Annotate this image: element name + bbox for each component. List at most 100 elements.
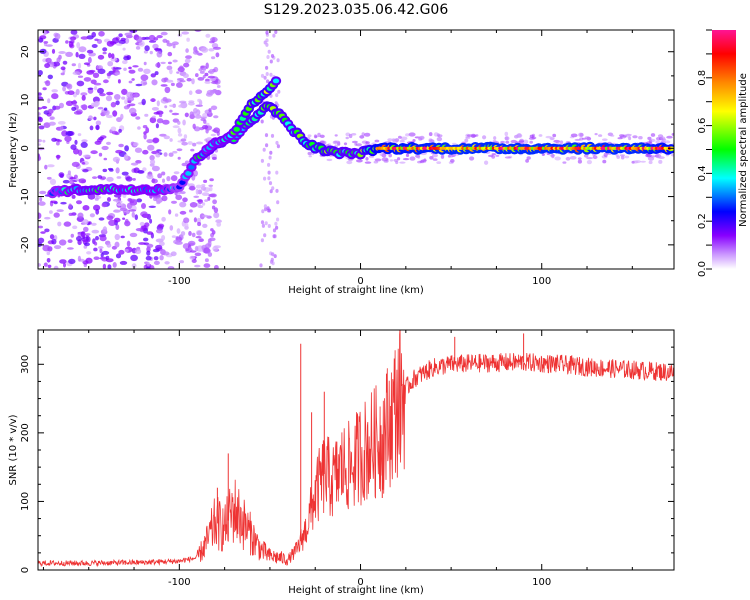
spectrogram-noise-blob bbox=[80, 92, 88, 96]
spectrogram-noise-blob bbox=[211, 81, 219, 85]
spectrogram-noise-blob bbox=[264, 207, 268, 212]
spectrogram-noise-blob bbox=[189, 111, 194, 117]
spectrogram-noise-blob bbox=[194, 114, 202, 119]
spectrogram-noise-blob bbox=[53, 212, 60, 218]
spectrogram-noise-blob bbox=[102, 47, 108, 52]
spectrogram-noise-blob bbox=[204, 199, 209, 202]
spectrogram-noise-blob bbox=[259, 263, 263, 268]
spectrogram-noise-blob bbox=[212, 156, 217, 160]
spectrogram-noise-blob bbox=[373, 160, 379, 164]
spectrogram-noise-blob bbox=[59, 102, 64, 109]
spectrogram-noise-blob bbox=[147, 144, 155, 151]
spectrogram-noise-blob bbox=[355, 143, 362, 147]
spectrogram-noise-blob bbox=[101, 250, 110, 255]
spectrogram-noise-blob bbox=[161, 77, 168, 83]
spectrogram-noise-blob bbox=[190, 148, 195, 152]
spectrogram-noise-blob bbox=[80, 104, 85, 109]
spectrogram-noise-blob bbox=[96, 65, 102, 70]
spectrogram-noise-blob bbox=[111, 53, 115, 59]
spectrogram-branch-blob bbox=[272, 78, 280, 84]
spectrogram-noise-blob bbox=[176, 148, 183, 152]
spectrogram-noise-blob bbox=[58, 172, 65, 178]
spectrogram-noise-blob bbox=[136, 36, 143, 43]
spectrogram-noise-blob bbox=[72, 71, 81, 76]
spectrogram-noise-blob bbox=[119, 260, 128, 265]
spectrogram-noise-blob bbox=[78, 178, 87, 184]
spectrogram-noise-blob bbox=[169, 109, 173, 113]
spectrogram-noise-blob bbox=[212, 245, 219, 252]
spectrogram-noise-blob bbox=[135, 83, 143, 87]
spectrogram-noise-blob bbox=[38, 201, 46, 206]
spectrogram-noise-blob bbox=[145, 127, 150, 134]
spectrogram-noise-blob bbox=[56, 141, 60, 146]
spectrogram-noise-blob bbox=[183, 62, 190, 68]
spectrogram-noise-blob bbox=[156, 228, 163, 234]
spectrogram-noise-blob bbox=[201, 192, 210, 197]
spectrogram-noise-blob bbox=[51, 93, 59, 100]
spectrogram-noise-blob bbox=[671, 133, 674, 136]
spectrogram-noise-blob bbox=[172, 59, 178, 63]
spectrogram-noise-blob bbox=[332, 140, 338, 145]
spectrogram-noise-blob bbox=[38, 154, 41, 161]
spectrogram-noise-blob bbox=[265, 30, 269, 35]
spectrogram-noise-blob bbox=[177, 156, 181, 160]
spectrogram-noise-blob bbox=[106, 40, 115, 47]
spectrogram-noise-blob bbox=[195, 73, 199, 78]
spectrogram-noise-blob bbox=[364, 132, 371, 137]
spectrogram-noise-blob bbox=[90, 150, 98, 155]
spectrogram-noise-blob bbox=[113, 217, 121, 223]
spectrogram-noise-blob bbox=[179, 210, 187, 215]
spectrogram-noise-blob bbox=[81, 139, 88, 143]
spectrogram-noise-blob bbox=[195, 236, 202, 239]
spectrogram-noise-blob bbox=[191, 78, 195, 85]
spectrogram-noise-blob bbox=[617, 137, 623, 140]
spectrogram-ridge-blob bbox=[188, 164, 195, 170]
colorbar-label: Normalized spectral amplitude bbox=[738, 73, 749, 227]
spectrogram-noise-blob bbox=[191, 232, 196, 238]
spectrogram-noise-blob bbox=[160, 31, 168, 36]
spectrogram-noise-blob bbox=[466, 134, 474, 138]
spectrogram-noise-blob bbox=[209, 186, 213, 192]
spectrogram-noise-blob bbox=[172, 44, 176, 49]
spectrogram-noise-blob bbox=[182, 119, 186, 126]
spectrogram-noise-blob bbox=[174, 213, 179, 217]
spectrogram-noise-blob bbox=[98, 136, 104, 141]
spectrogram-noise-blob bbox=[71, 161, 80, 167]
spectrogram-noise-blob bbox=[128, 80, 133, 84]
spectrogram-noise-blob bbox=[137, 126, 141, 130]
spectrogram-noise-blob bbox=[170, 251, 177, 257]
spectrogram-noise-blob bbox=[648, 138, 656, 143]
spectrogram-noise-blob bbox=[91, 31, 96, 38]
spectrogram-noise-blob bbox=[345, 136, 349, 140]
spectrogram-noise-blob bbox=[399, 139, 405, 143]
spectrogram-noise-blob bbox=[185, 248, 190, 252]
spectrogram-noise-blob bbox=[106, 176, 114, 182]
spectrogram-noise-blob bbox=[210, 105, 218, 111]
spectrogram-noise-blob bbox=[209, 193, 217, 198]
spectrogram-noise-blob bbox=[52, 61, 61, 67]
spectrogram-noise-blob bbox=[38, 237, 45, 244]
spectrogram-noise-blob bbox=[43, 41, 49, 44]
spectrogram-noise-blob bbox=[610, 134, 615, 137]
spectrogram-noise-blob bbox=[114, 72, 121, 76]
spectrogram-noise-blob bbox=[161, 235, 166, 241]
spectrogram-noise-blob bbox=[44, 216, 51, 220]
spectrogram-noise-blob bbox=[203, 247, 211, 254]
spectrogram-noise-blob bbox=[269, 72, 273, 77]
spectrogram-noise-blob bbox=[56, 155, 60, 160]
spectrogram-noise-blob bbox=[81, 162, 86, 165]
spectrogram-noise-blob bbox=[559, 140, 564, 145]
spectrogram-noise-blob bbox=[81, 95, 86, 101]
spectrogram-noise-blob bbox=[529, 134, 534, 138]
spectrogram-noise-blob bbox=[180, 231, 186, 236]
spectrogram-noise-blob bbox=[198, 68, 203, 72]
spectrogram-noise-blob bbox=[62, 86, 66, 92]
spectrogram-noise-blob bbox=[143, 68, 151, 75]
spectrogram-noise-blob bbox=[365, 157, 369, 161]
spectrogram-noise-blob bbox=[615, 154, 619, 157]
spectrogram-noise-blob bbox=[178, 100, 187, 104]
spectrogram-noise-blob bbox=[142, 167, 147, 172]
spectrogram-noise-blob bbox=[154, 71, 159, 76]
spectrogram-noise-blob bbox=[213, 115, 219, 119]
spectrogram-noise-blob bbox=[500, 140, 505, 144]
